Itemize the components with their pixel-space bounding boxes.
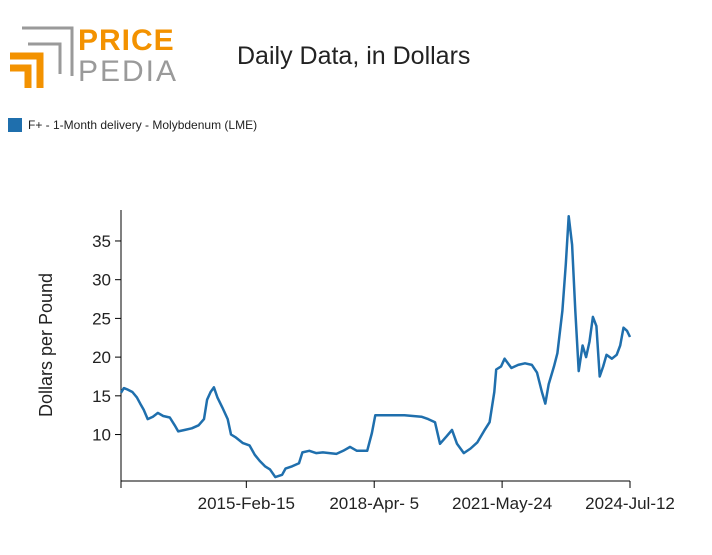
y-tick-label: 20 — [92, 348, 111, 367]
y-tick-label: 30 — [92, 271, 111, 290]
x-axis-ticks: 2015-Feb-15 2018-Apr- 5 2021-May-24 2024-Ju… — [120, 481, 675, 513]
legend[interactable]: F+ - 1-Month delivery - Molybdenum (LME) — [8, 118, 257, 132]
y-tick-label: 35 — [92, 232, 111, 251]
legend-label: F+ - 1-Month delivery - Molybdenum (LME) — [28, 118, 258, 132]
y-tick-label: 25 — [92, 309, 111, 328]
y-tick-label: 10 — [92, 426, 111, 445]
x-tick-label: 2024-Jul-12 — [585, 494, 675, 513]
y-tick-label: 15 — [92, 387, 111, 406]
logo-text-price: PRICE — [78, 24, 175, 57]
chart-axes — [120, 210, 630, 482]
y-axis-label: Dollars per Pound — [36, 273, 56, 417]
x-tick-label: 2021-May-24 — [452, 494, 552, 513]
y-axis-ticks: 10 15 20 25 30 35 — [92, 232, 121, 445]
logo-mark-icon — [10, 26, 74, 88]
logo-text-pedia: PEDIA — [78, 55, 179, 88]
series-line-molybdenum — [119, 214, 632, 479]
pricepedia-logo: PRICE PEDIA — [8, 18, 176, 98]
legend-swatch — [8, 118, 22, 132]
chart-title: Daily Data, in Dollars — [237, 42, 471, 70]
x-tick-label: 2015-Feb-15 — [198, 494, 295, 513]
x-tick-label: 2018-Apr- 5 — [329, 494, 419, 513]
